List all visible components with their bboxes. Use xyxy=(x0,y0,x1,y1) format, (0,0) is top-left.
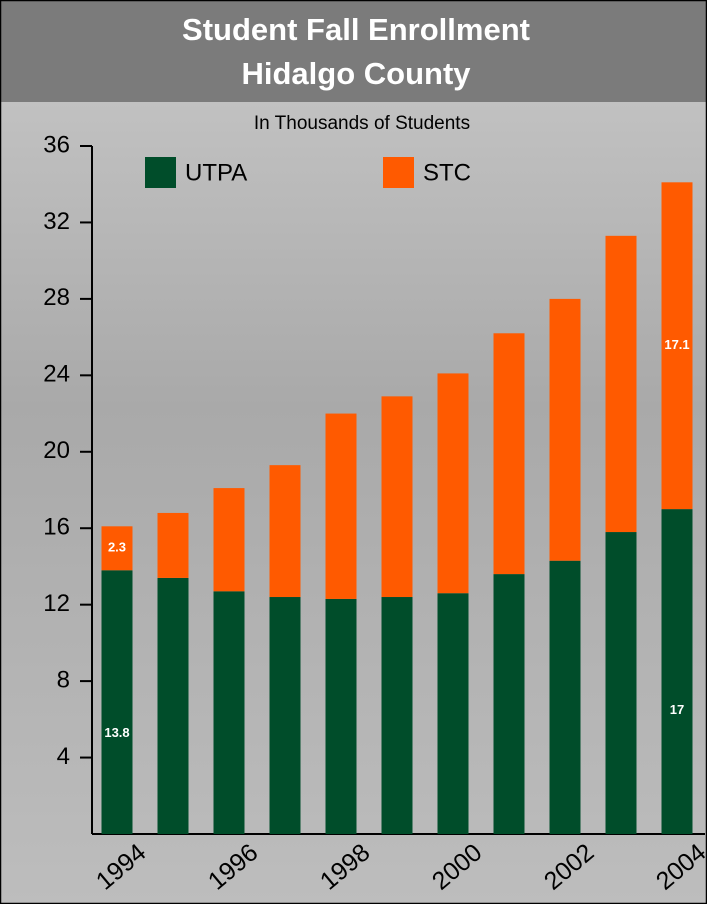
bar-segment xyxy=(381,597,413,834)
title-band xyxy=(0,0,707,102)
bar-segment xyxy=(661,182,693,510)
bar-segment xyxy=(605,235,637,533)
bar-segment xyxy=(269,597,301,834)
bar-segment xyxy=(493,333,525,575)
y-tick-label: 20 xyxy=(43,437,70,464)
y-tick-label: 4 xyxy=(57,743,70,770)
y-tick-label: 32 xyxy=(43,208,70,235)
data-label: 17.1 xyxy=(664,337,689,352)
bar-segment xyxy=(213,591,245,834)
legend-label: STC xyxy=(423,159,471,186)
legend-swatch xyxy=(383,157,414,188)
data-label: 17 xyxy=(670,702,684,717)
legend-label: UTPA xyxy=(185,159,247,186)
chart-title: Student Fall Enrollment xyxy=(182,12,530,47)
bar-segment xyxy=(213,488,245,592)
bar-segment xyxy=(493,574,525,834)
y-tick-label: 28 xyxy=(43,284,70,311)
data-label: 13.8 xyxy=(104,725,129,740)
y-tick-label: 12 xyxy=(43,590,70,617)
bar-segment xyxy=(549,560,581,834)
bar-segment xyxy=(437,373,469,594)
bar-segment xyxy=(437,593,469,834)
y-tick-label: 24 xyxy=(43,361,70,388)
y-axis-label: In Thousands of Students xyxy=(254,113,470,134)
bar-segment xyxy=(269,465,301,598)
y-tick-label: 16 xyxy=(43,514,70,541)
y-tick-label: 36 xyxy=(43,131,70,158)
bar-segment xyxy=(157,512,189,578)
legend-swatch xyxy=(145,157,176,188)
bar-segment xyxy=(325,598,357,834)
bar-segment xyxy=(661,509,693,834)
bar-segment xyxy=(157,577,189,834)
bar-segment xyxy=(381,396,413,598)
bar-segment xyxy=(101,570,133,834)
y-tick-label: 8 xyxy=(57,666,70,693)
bar-segment xyxy=(325,413,357,599)
chart-subtitle: Hidalgo County xyxy=(241,56,471,91)
data-label: 2.3 xyxy=(108,540,126,555)
bar-segment xyxy=(549,298,581,561)
bar-segment xyxy=(101,526,133,571)
bar-segment xyxy=(605,532,637,834)
